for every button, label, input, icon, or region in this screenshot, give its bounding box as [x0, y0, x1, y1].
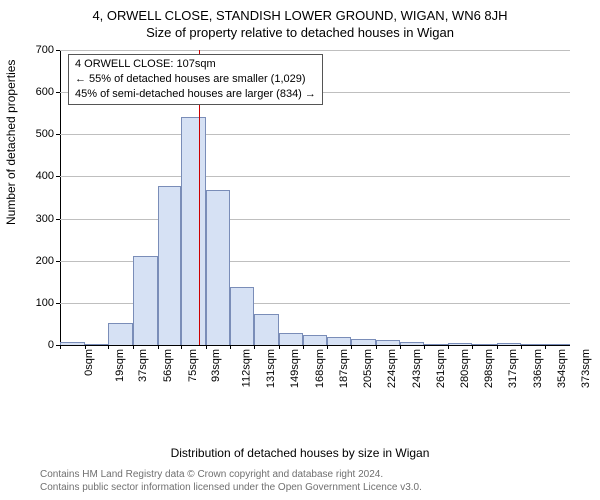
x-tick-label: 149sqm — [289, 349, 301, 388]
histogram-bar — [85, 344, 108, 345]
x-tick-mark — [497, 345, 498, 349]
x-tick-label: 280sqm — [459, 349, 471, 388]
chart-title-main: 4, ORWELL CLOSE, STANDISH LOWER GROUND, … — [0, 0, 600, 23]
histogram-bar — [327, 337, 352, 345]
histogram-bar — [545, 344, 570, 345]
x-tick-label: 112sqm — [240, 349, 252, 387]
x-tick-mark — [351, 345, 352, 349]
x-tick-label: 298sqm — [483, 349, 495, 388]
x-tick-label: 37sqm — [137, 349, 149, 382]
chart-container: 4, ORWELL CLOSE, STANDISH LOWER GROUND, … — [0, 0, 600, 500]
x-tick-mark — [85, 345, 86, 349]
x-tick-label: 19sqm — [114, 349, 126, 382]
x-tick-mark — [424, 345, 425, 349]
x-tick-mark — [376, 345, 377, 349]
x-tick-mark — [254, 345, 255, 349]
footer-attribution: Contains HM Land Registry data © Crown c… — [40, 468, 422, 494]
x-tick-label: 93sqm — [210, 349, 222, 382]
grid-line — [60, 134, 570, 135]
x-tick-mark — [448, 345, 449, 349]
histogram-bar — [108, 323, 133, 345]
x-tick-mark — [133, 345, 134, 349]
y-tick-mark — [56, 219, 60, 220]
info-annotation-box: 4 ORWELL CLOSE: 107sqm ← 55% of detached… — [68, 54, 323, 105]
y-axis-line — [60, 50, 61, 345]
x-tick-label: 168sqm — [314, 349, 326, 388]
y-tick-mark — [56, 176, 60, 177]
x-tick-label: 261sqm — [435, 349, 447, 388]
x-tick-label: 187sqm — [338, 349, 350, 388]
x-tick-mark — [545, 345, 546, 349]
x-tick-mark — [400, 345, 401, 349]
x-tick-mark — [60, 345, 61, 349]
info-line-3: 45% of semi-detached houses are larger (… — [75, 87, 316, 102]
x-tick-label: 336sqm — [532, 349, 544, 388]
histogram-bar — [158, 186, 181, 345]
grid-line — [60, 50, 570, 51]
x-tick-label: 131sqm — [266, 349, 278, 388]
histogram-bar — [206, 190, 231, 345]
x-axis-line — [60, 345, 570, 346]
info-line-1: 4 ORWELL CLOSE: 107sqm — [75, 57, 316, 72]
x-tick-label: 243sqm — [411, 349, 423, 388]
footer-line-1: Contains HM Land Registry data © Crown c… — [40, 468, 422, 481]
x-tick-label: 205sqm — [362, 349, 374, 388]
histogram-bar — [230, 287, 253, 345]
histogram-bar — [521, 344, 546, 345]
x-tick-mark — [181, 345, 182, 349]
histogram-bar — [351, 339, 376, 345]
x-axis-label: Distribution of detached houses by size … — [0, 446, 600, 460]
x-tick-mark — [158, 345, 159, 349]
x-tick-label: 354sqm — [556, 349, 568, 388]
x-tick-label: 0sqm — [83, 349, 95, 376]
x-tick-label: 75sqm — [187, 349, 199, 382]
histogram-bar — [181, 117, 206, 345]
y-tick-mark — [56, 134, 60, 135]
histogram-bar — [376, 340, 399, 345]
histogram-bar — [133, 256, 158, 345]
y-tick-mark — [56, 261, 60, 262]
x-tick-label: 224sqm — [387, 349, 399, 388]
y-tick-mark — [56, 92, 60, 93]
footer-line-2: Contains public sector information licen… — [40, 481, 422, 494]
histogram-bar — [448, 343, 473, 345]
x-tick-label: 317sqm — [508, 349, 520, 388]
histogram-bar — [472, 344, 497, 345]
histogram-bar — [400, 342, 425, 345]
x-tick-mark — [279, 345, 280, 349]
x-tick-mark — [206, 345, 207, 349]
x-tick-mark — [472, 345, 473, 349]
x-tick-mark — [303, 345, 304, 349]
y-tick-mark — [56, 50, 60, 51]
histogram-bar — [303, 335, 326, 345]
x-tick-mark — [108, 345, 109, 349]
grid-line — [60, 219, 570, 220]
histogram-bar — [497, 343, 520, 345]
x-tick-mark — [230, 345, 231, 349]
chart-plot-area: 01002003004005006007000sqm19sqm37sqm56sq… — [60, 50, 570, 400]
grid-line — [60, 176, 570, 177]
chart-title-sub: Size of property relative to detached ho… — [0, 23, 600, 40]
y-tick-mark — [56, 303, 60, 304]
x-tick-mark — [521, 345, 522, 349]
histogram-bar — [254, 314, 279, 345]
y-axis-label: Number of detached properties — [4, 60, 18, 225]
histogram-bar — [60, 342, 85, 345]
histogram-bar — [279, 333, 304, 345]
histogram-bar — [424, 344, 447, 345]
x-tick-label: 373sqm — [580, 349, 592, 388]
x-tick-mark — [327, 345, 328, 349]
x-tick-label: 56sqm — [162, 349, 174, 382]
info-line-2: ← 55% of detached houses are smaller (1,… — [75, 72, 316, 87]
